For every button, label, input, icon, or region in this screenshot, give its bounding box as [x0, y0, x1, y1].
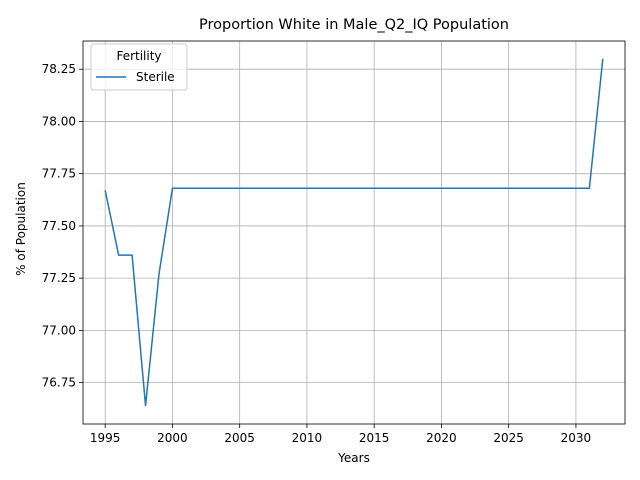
- y-tick-label: 78.25: [42, 62, 76, 76]
- y-tick-label: 78.00: [42, 114, 76, 128]
- x-tick-label: 1995: [90, 431, 121, 445]
- y-axis-label: % of Population: [14, 182, 28, 276]
- legend: Fertility Sterile: [90, 43, 188, 91]
- series-layer: [104, 58, 604, 407]
- plot-area-frame: [82, 40, 626, 425]
- chart-title: Proportion White in Male_Q2_IQ Populatio…: [199, 17, 509, 33]
- x-tick-label: 2000: [157, 431, 188, 445]
- grid-lines: [83, 41, 625, 424]
- x-axis-label: Years: [337, 451, 370, 465]
- y-tick-label: 77.00: [42, 323, 76, 337]
- x-tick-label: 2005: [224, 431, 255, 445]
- x-tick-label: 2030: [561, 431, 592, 445]
- series-line-sterile: [104, 58, 604, 407]
- x-tick-label: 2025: [493, 431, 524, 445]
- y-tick-label: 77.50: [42, 219, 76, 233]
- y-tick-label: 76.75: [42, 376, 76, 390]
- x-axis-ticks: 1995 2000 2005 2010 2015 2020 2025 2030: [90, 424, 591, 445]
- legend-box: [90, 43, 188, 91]
- y-axis-ticks: 76.75 77.00 77.25 77.50 77.75 78.00 78.25: [42, 62, 83, 390]
- y-tick-label: 77.75: [42, 167, 76, 181]
- y-tick-label: 77.25: [42, 271, 76, 285]
- x-tick-label: 2020: [426, 431, 457, 445]
- x-tick-label: 2010: [292, 431, 323, 445]
- legend-title: Fertility: [116, 49, 161, 63]
- x-tick-label: 2015: [359, 431, 390, 445]
- legend-label-sterile: Sterile: [136, 70, 175, 84]
